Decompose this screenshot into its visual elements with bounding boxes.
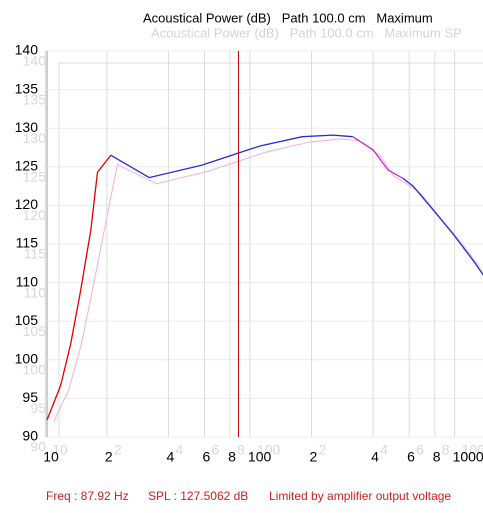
status-text: Freq : 87.92 Hz <box>46 489 129 503</box>
ghost-y-tick-label: 115 <box>24 246 47 262</box>
x-tick-label: 6 <box>203 449 211 465</box>
ghost-x-tick-label: 6 <box>212 442 220 458</box>
y-tick-label: 90 <box>22 428 38 444</box>
x-tick-label: 2 <box>105 449 113 465</box>
y-tick-label: 110 <box>16 273 39 289</box>
response-line <box>352 136 404 179</box>
ghost-y-tick-label: 140 <box>23 53 47 69</box>
ghost-y-tick-label: 90 <box>30 439 46 455</box>
x-tick-label: 4 <box>166 449 174 465</box>
x-tick-label: 100 <box>248 449 272 465</box>
ghost-x-tick-label: 10 <box>52 442 68 458</box>
response-line <box>46 154 112 421</box>
y-tick-label: 120 <box>15 196 39 212</box>
ghost-y-tick-label: 130 <box>23 130 47 146</box>
ghost-y-tick-label: 125 <box>23 169 47 185</box>
x-tick-label: 1000 <box>453 449 483 465</box>
x-tick-label: 6 <box>407 449 415 465</box>
ghost-y-tick-label: 110 <box>24 284 47 300</box>
x-tick-label: 8 <box>433 449 441 465</box>
ghost-y-tick-label: 100 <box>23 362 47 378</box>
ghost-y-tick-label: 95 <box>30 400 46 416</box>
x-tick-label: 4 <box>371 449 379 465</box>
ghost-x-tick-label: 4 <box>175 442 183 458</box>
ghost-x-tick-label: 6 <box>416 442 424 458</box>
status-text: SPL : 127.5062 dB <box>148 489 248 503</box>
x-tick-label: 10 <box>43 449 59 465</box>
y-tick-label: 100 <box>15 351 39 367</box>
y-tick-label: 125 <box>15 158 39 174</box>
ghost-x-tick-label: 2 <box>319 442 327 458</box>
ghost-y-tick-label: 120 <box>23 207 47 223</box>
ghost-x-tick-label: 4 <box>380 442 388 458</box>
y-tick-label: 135 <box>15 80 39 96</box>
x-tick-label: 2 <box>310 449 318 465</box>
y-tick-label: 130 <box>15 119 39 135</box>
ghost-x-tick-label: 8 <box>442 442 450 458</box>
ghost-y-tick-label: 135 <box>23 91 47 107</box>
y-tick-label: 95 <box>22 389 38 405</box>
x-tick-label: 8 <box>228 449 236 465</box>
response-line <box>110 134 353 179</box>
ghost-y-tick-label: 105 <box>23 323 47 339</box>
chart-title: Acoustical Power (dB) Path 100.0 cm Maxi… <box>143 10 433 25</box>
y-tick-label: 105 <box>15 312 39 328</box>
response-line <box>402 177 483 276</box>
y-tick-label: 140 <box>15 42 39 58</box>
y-tick-label: 115 <box>16 235 39 251</box>
ghost-title: Acoustical Power (dB) Path 100.0 cm Maxi… <box>151 25 462 40</box>
ghost-x-tick-label: 1000 <box>462 442 483 458</box>
ghost-line <box>53 138 481 422</box>
status-text: Limited by amplifier output voltage <box>269 489 451 503</box>
ghost-x-tick-label: 2 <box>114 442 122 458</box>
ghost-x-tick-label: 100 <box>257 442 281 458</box>
ghost-x-tick-label: 8 <box>237 442 245 458</box>
